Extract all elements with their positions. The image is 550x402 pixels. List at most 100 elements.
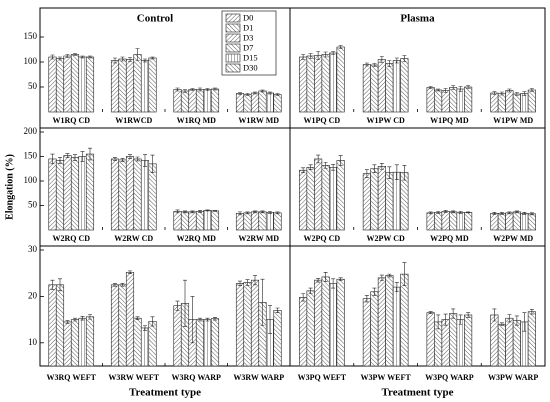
bar <box>456 319 465 367</box>
error-bar <box>308 164 313 171</box>
legend-swatch <box>225 13 241 23</box>
bar <box>78 156 87 231</box>
bar <box>133 158 142 231</box>
bar <box>265 212 275 231</box>
error-bar <box>58 278 62 292</box>
bar <box>243 212 252 231</box>
bar <box>497 323 506 367</box>
error-bar <box>308 53 313 59</box>
error-bar <box>451 210 456 214</box>
legend-label: D15 <box>243 52 258 62</box>
bar <box>527 311 536 367</box>
bar <box>63 55 72 113</box>
bar <box>195 211 205 231</box>
error-bar <box>113 57 117 64</box>
y-axis-label: Elongation (%) <box>4 154 15 220</box>
error-bar <box>73 53 77 56</box>
bar <box>400 273 409 367</box>
error-bar <box>183 279 187 327</box>
bar <box>441 90 450 113</box>
error-bar <box>301 167 306 173</box>
bar <box>385 172 394 231</box>
error-bar <box>466 85 471 89</box>
bar <box>210 88 220 113</box>
bar <box>385 275 394 367</box>
bar <box>362 298 371 367</box>
error-bar <box>190 210 195 214</box>
bar <box>385 63 394 113</box>
error-bar <box>80 55 85 59</box>
error-bar <box>58 157 62 164</box>
bar <box>314 158 323 231</box>
bar <box>250 279 260 367</box>
bar <box>118 284 127 367</box>
error-bar <box>150 154 155 173</box>
bar <box>55 160 65 231</box>
bar <box>497 213 506 231</box>
bar <box>48 56 57 113</box>
x-tick-label: W3RW WEFT <box>108 373 159 382</box>
bar <box>314 279 323 367</box>
bar <box>78 56 87 113</box>
error-bar <box>275 307 280 313</box>
bar <box>490 213 499 231</box>
bar <box>329 166 338 231</box>
error-bar <box>394 282 399 293</box>
error-bar <box>507 88 512 93</box>
bar <box>441 211 450 231</box>
error-bar <box>213 210 217 212</box>
error-bar <box>443 210 448 213</box>
error-bar <box>268 211 272 214</box>
bar <box>118 58 127 113</box>
x-tick-label: W3PQ WARP <box>425 373 474 382</box>
bar <box>370 168 379 231</box>
bar <box>306 55 315 113</box>
error-bar <box>331 164 336 171</box>
bar <box>321 165 330 231</box>
error-bar <box>175 209 180 214</box>
error-bar <box>205 209 210 212</box>
bar <box>258 90 267 113</box>
bar <box>392 171 401 231</box>
y-tick-label: 100 <box>24 56 38 66</box>
error-bar <box>379 274 384 281</box>
error-bar <box>198 87 202 92</box>
error-bar <box>466 211 471 214</box>
error-bar <box>529 88 534 92</box>
bar <box>258 211 267 231</box>
bar <box>336 46 345 113</box>
error-bar <box>499 322 504 326</box>
bar <box>265 92 275 113</box>
error-bar <box>213 316 217 321</box>
bar <box>125 156 135 231</box>
error-bar <box>268 305 272 334</box>
bar <box>321 54 330 113</box>
error-bar <box>128 270 132 274</box>
error-bar <box>183 89 187 93</box>
bar <box>173 89 182 113</box>
bar <box>527 213 536 231</box>
y-tick-label: 200 <box>24 126 38 136</box>
error-bar <box>522 91 527 96</box>
x-tick-label: W1RW MD <box>238 116 279 125</box>
legend-label: D7 <box>243 42 253 52</box>
error-bar <box>428 311 433 314</box>
bar <box>426 212 435 231</box>
bar <box>449 211 458 231</box>
error-bar <box>198 210 202 213</box>
error-bar <box>120 283 125 287</box>
error-bar <box>316 154 321 164</box>
error-bar <box>80 316 85 321</box>
bar <box>512 320 521 367</box>
error-bar <box>331 278 336 289</box>
error-bar <box>458 314 463 325</box>
bar <box>392 60 401 113</box>
error-bar <box>205 317 210 322</box>
error-bar <box>458 211 463 214</box>
error-bar <box>65 54 70 58</box>
bar <box>203 210 212 231</box>
bar <box>118 159 127 231</box>
error-bar <box>65 153 70 158</box>
error-bar <box>50 153 55 165</box>
bar <box>400 58 409 113</box>
